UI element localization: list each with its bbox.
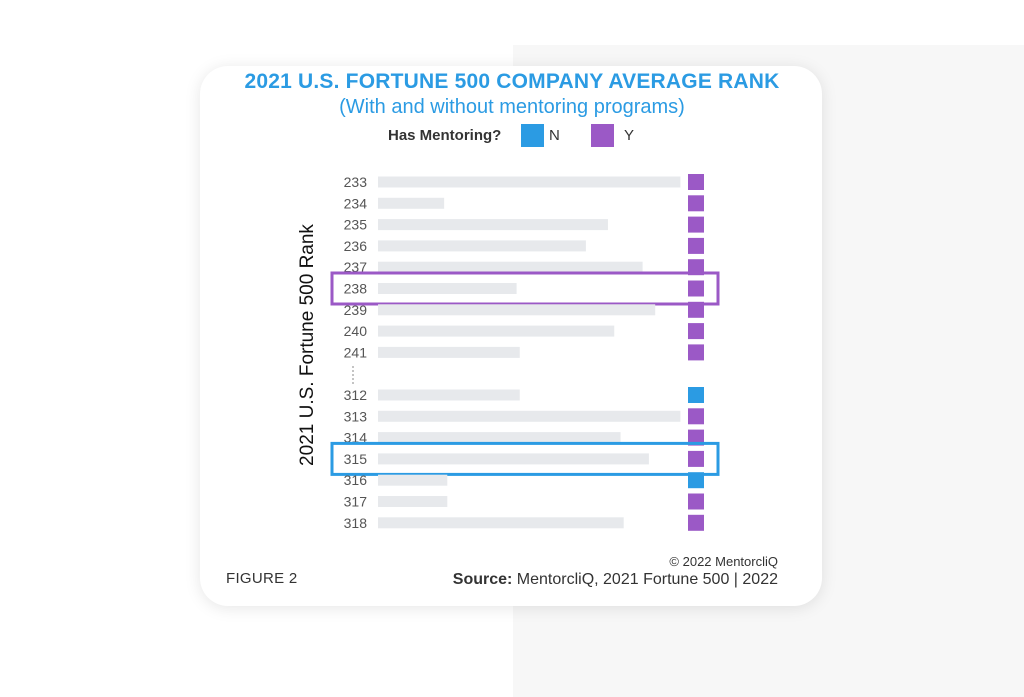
legend-label-n: N bbox=[549, 127, 560, 144]
mentoring-marker bbox=[688, 280, 704, 297]
rank-label: 317 bbox=[344, 494, 368, 510]
copyright-text: © 2022 MentorcliQ bbox=[669, 554, 778, 569]
rank-bar bbox=[378, 240, 586, 252]
rank-bar bbox=[378, 176, 681, 188]
mentoring-marker bbox=[688, 323, 704, 340]
legend-label-y: Y bbox=[624, 127, 635, 144]
mentoring-marker bbox=[688, 514, 704, 531]
rank-label: 241 bbox=[344, 344, 368, 360]
rank-label: 233 bbox=[344, 174, 368, 190]
source-label: Source: bbox=[452, 571, 513, 588]
mentoring-marker bbox=[688, 493, 704, 510]
rank-bar bbox=[378, 453, 649, 465]
source-text: MentorcliQ, 2021 Fortune 500 | 2022 bbox=[512, 571, 778, 588]
mentoring-marker bbox=[688, 472, 704, 489]
mentoring-marker bbox=[688, 429, 704, 446]
mentoring-marker bbox=[688, 174, 704, 190]
rank-bar bbox=[378, 219, 608, 231]
rank-label: 316 bbox=[344, 472, 368, 488]
rank-label: 236 bbox=[344, 238, 368, 254]
mentoring-marker bbox=[688, 450, 704, 467]
rank-label: 312 bbox=[344, 387, 368, 403]
mentoring-marker bbox=[688, 387, 704, 403]
rank-bar bbox=[378, 474, 448, 486]
rank-bar bbox=[378, 346, 520, 358]
rank-label: 238 bbox=[344, 281, 368, 297]
mentoring-marker bbox=[688, 237, 704, 254]
rank-bar bbox=[378, 517, 624, 529]
rank-label: 237 bbox=[344, 259, 368, 275]
rank-label: 235 bbox=[344, 217, 368, 233]
mentoring-marker bbox=[688, 301, 704, 318]
rank-bar bbox=[378, 325, 615, 337]
rank-bar bbox=[378, 261, 643, 273]
rank-label: 318 bbox=[344, 515, 368, 531]
rank-label: 313 bbox=[344, 408, 368, 424]
legend-title: Has Mentoring? bbox=[388, 127, 502, 144]
rank-bar bbox=[378, 496, 448, 507]
rank-bar bbox=[378, 410, 681, 422]
chart-subtitle: (With and without mentoring programs) bbox=[339, 96, 685, 118]
rank-label: 234 bbox=[344, 195, 368, 211]
rank-label: 240 bbox=[344, 323, 368, 339]
mentoring-marker bbox=[688, 408, 704, 425]
highlight-box bbox=[330, 271, 720, 306]
chart-title: 2021 U.S. FORTUNE 500 COMPANY AVERAGE RA… bbox=[244, 70, 780, 93]
rank-bar bbox=[378, 283, 517, 294]
mentoring-marker bbox=[688, 195, 704, 212]
rank-bar bbox=[378, 197, 445, 209]
legend-swatch-y bbox=[591, 124, 614, 147]
mentoring-marker bbox=[688, 259, 704, 276]
legend-swatch-n bbox=[521, 124, 544, 147]
rank-label: 239 bbox=[344, 302, 368, 318]
rank-bar bbox=[378, 432, 621, 444]
rank-label: 314 bbox=[344, 430, 368, 446]
mentoring-marker bbox=[688, 344, 704, 361]
highlight-box bbox=[330, 441, 720, 476]
figure-label: FIGURE 2 bbox=[226, 570, 298, 587]
rank-label: 315 bbox=[344, 451, 368, 467]
mentoring-marker bbox=[688, 216, 704, 233]
source-line: Source: MentorcliQ, 2021 Fortune 500 | 2… bbox=[453, 571, 778, 589]
rank-bar bbox=[378, 304, 656, 316]
rank-bar bbox=[378, 389, 520, 401]
